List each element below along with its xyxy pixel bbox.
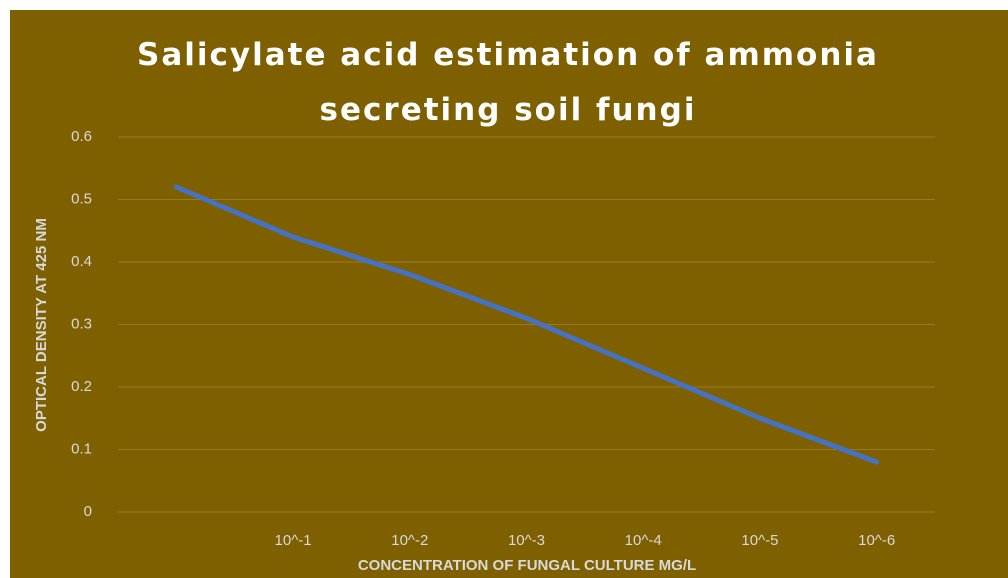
x-tick-label: 10^-3 bbox=[508, 532, 545, 549]
y-tick-label: 0.2 bbox=[71, 378, 92, 395]
y-tick-label: 0.4 bbox=[71, 253, 92, 270]
y-tick-label: 0 bbox=[84, 503, 92, 520]
x-tick-label: 10^-1 bbox=[275, 532, 312, 549]
x-tick-label: 10^-2 bbox=[391, 532, 428, 549]
y-tick-label: 0.3 bbox=[71, 315, 92, 332]
chart-title: Salicylate acid estimation of ammonia se… bbox=[137, 37, 879, 128]
y-tick-label: 0.6 bbox=[71, 128, 92, 145]
y-tick-label: 0.1 bbox=[71, 440, 92, 457]
x-tick-label: 10^-5 bbox=[741, 532, 778, 549]
x-tick-label: 10^-4 bbox=[625, 532, 662, 549]
x-axis-label: CONCENTRATION OF FUNGAL CULTURE MG/L bbox=[358, 557, 696, 574]
chart-background bbox=[10, 10, 1008, 578]
data-line bbox=[173, 184, 880, 465]
y-tick-label: 0.5 bbox=[71, 190, 92, 207]
y-axis-label: OPTICAL DENSITY AT 425 NM bbox=[33, 218, 50, 432]
x-tick-label: 10^-6 bbox=[858, 532, 895, 549]
